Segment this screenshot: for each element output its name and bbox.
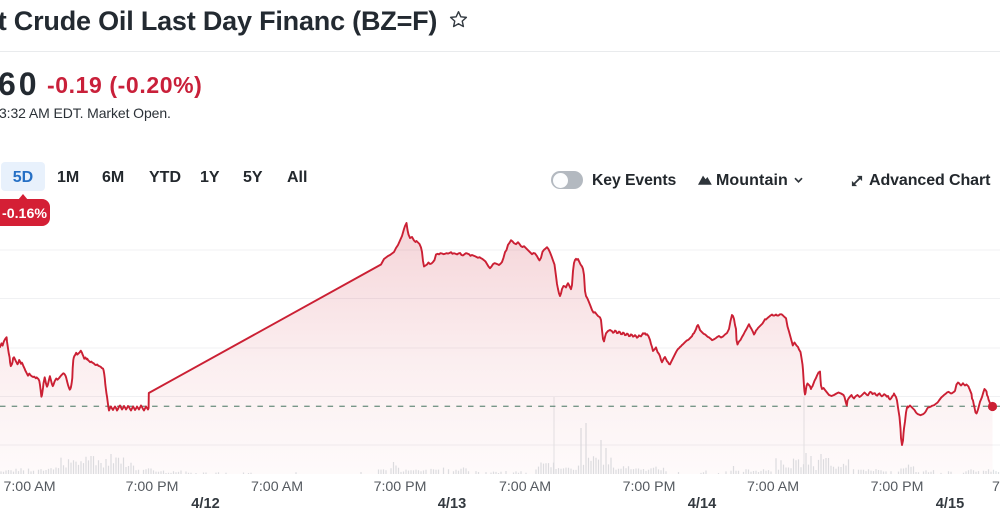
svg-text:7:00 AM: 7:00 AM bbox=[747, 479, 799, 495]
svg-text:4/15: 4/15 bbox=[936, 496, 964, 512]
svg-text:7:00 PM: 7:00 PM bbox=[126, 479, 179, 495]
svg-text:4/14: 4/14 bbox=[688, 496, 717, 512]
svg-text:7:00 AM: 7:00 AM bbox=[251, 479, 303, 495]
svg-text:7:00 PM: 7:00 PM bbox=[623, 479, 676, 495]
svg-text:7:00 PM: 7:00 PM bbox=[374, 479, 427, 495]
svg-text:7:00 AM: 7:00 AM bbox=[3, 479, 55, 495]
svg-text:4/13: 4/13 bbox=[438, 496, 466, 512]
svg-text:7:00 PM: 7:00 PM bbox=[871, 479, 924, 495]
svg-text:7:00 AM: 7:00 AM bbox=[992, 479, 1000, 495]
svg-text:7:00 AM: 7:00 AM bbox=[499, 479, 551, 495]
svg-text:4/12: 4/12 bbox=[191, 496, 219, 512]
